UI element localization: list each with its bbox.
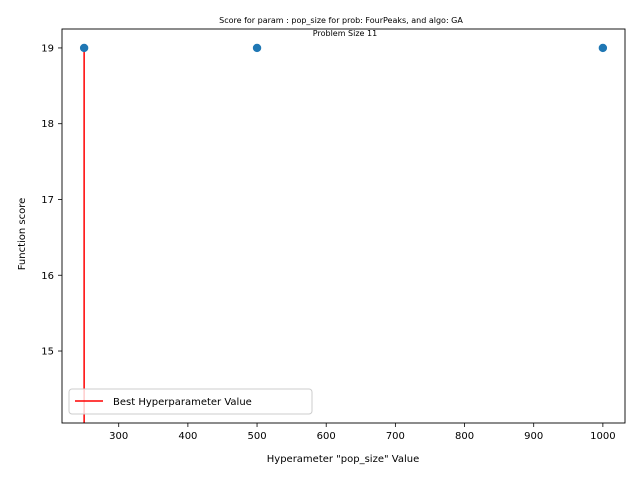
- chart-title: Score for param : pop_size for prob: Fou…: [219, 16, 463, 25]
- y-tick-label-15: 15: [41, 347, 54, 358]
- legend-label: Best Hyperparameter Value: [113, 397, 252, 408]
- x-axis-label: Hyperameter "pop_size" Value: [267, 454, 419, 465]
- x-tick-label-900: 900: [524, 431, 543, 442]
- x-tick-label-500: 500: [247, 431, 266, 442]
- y-tick-label-19: 19: [41, 43, 54, 54]
- legend-box: [68, 388, 313, 415]
- data-point-0-1: [252, 43, 262, 53]
- x-tick-label-700: 700: [386, 431, 405, 442]
- x-tick-label-400: 400: [178, 431, 197, 442]
- data-point-0-0: [79, 43, 89, 53]
- x-tick-label-800: 800: [455, 431, 474, 442]
- chart-subtitle: Problem Size 11: [313, 29, 377, 38]
- y-tick-label-16: 16: [41, 271, 54, 282]
- x-tick-label-300: 300: [109, 431, 128, 442]
- y-tick-label-18: 18: [41, 119, 54, 130]
- plot-area: [79, 43, 608, 423]
- data-point-0-2: [598, 43, 608, 53]
- y-axis-label: Function score: [17, 198, 28, 271]
- x-tick-label-600: 600: [317, 431, 336, 442]
- legend: Best Hyperparameter Value: [68, 388, 313, 415]
- x-tick-label-1000: 1000: [590, 431, 615, 442]
- y-tick-label-17: 17: [41, 195, 54, 206]
- axes: 300 400 500 600 700 800 900 1000 15 16 17 18 19: [41, 28, 626, 442]
- axes-frame: [61, 28, 626, 424]
